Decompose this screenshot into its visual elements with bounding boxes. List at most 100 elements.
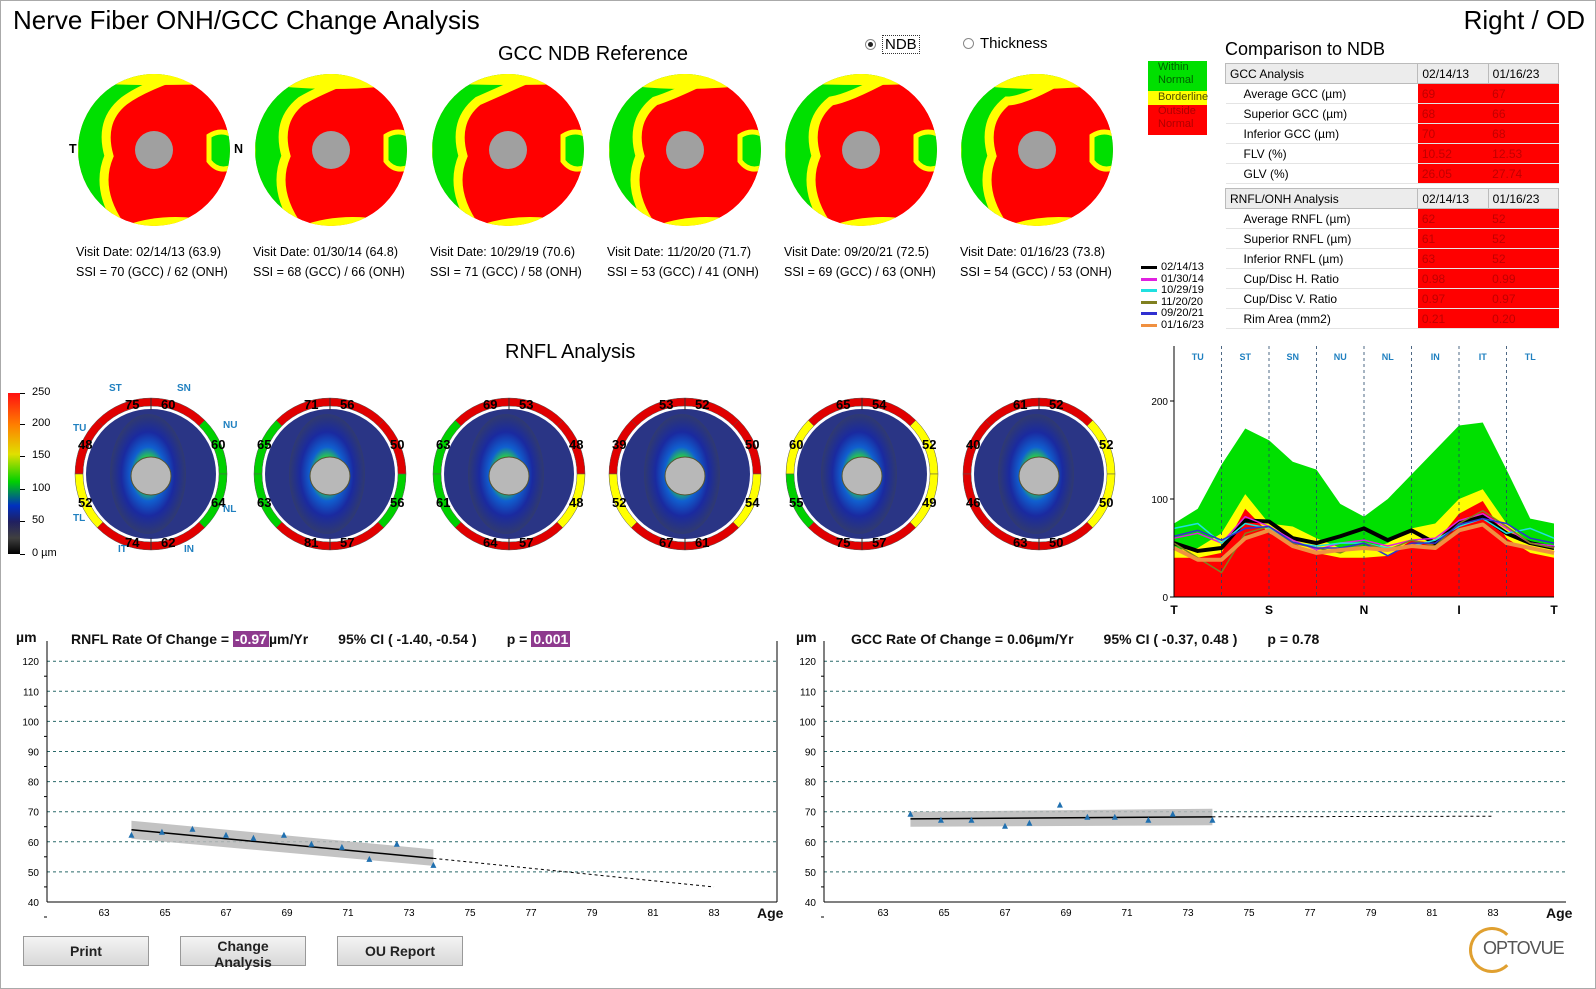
print-button[interactable]: Print [23, 936, 149, 966]
col-date: 01/16/23 [1487, 63, 1560, 84]
radio-ndb-label[interactable]: NDB [882, 35, 920, 54]
optic-disc [135, 131, 173, 169]
radio-thickness-dot[interactable] [963, 38, 974, 49]
visit-legend-swatch [1141, 277, 1157, 281]
rnfl-section-title: RNFL Analysis [505, 341, 636, 363]
radio-ndb-dot[interactable] [865, 39, 876, 50]
gcc-within-normal-area [913, 129, 937, 172]
radio-thickness-label[interactable]: Thickness [980, 35, 1048, 52]
x-label: N [1360, 603, 1369, 617]
sector-value-it: 74 [125, 535, 140, 550]
colorbar-tick [20, 521, 25, 522]
colorbar-tick-label: 0 µm [32, 547, 57, 559]
gcc-borderline-area [432, 74, 584, 85]
eye-label: Right / OD [1463, 5, 1585, 35]
optovue-logo: OPTOVUE [1483, 938, 1565, 958]
y-tick-label: 90 [28, 748, 40, 759]
row-value: 52 [1488, 248, 1559, 269]
optic-disc [842, 131, 880, 169]
data-point [223, 831, 229, 838]
x-tick-label: 67 [999, 908, 1011, 919]
row-value: 27.74 [1488, 163, 1559, 184]
gcc-within-normal-area [206, 129, 230, 172]
gcc-within-normal-area [432, 74, 550, 226]
sector-value-it: 67 [659, 535, 673, 550]
rate-value: -0.97 [233, 631, 269, 647]
x-label: T [1170, 603, 1178, 617]
tsnit-sector-label: TU [1192, 352, 1204, 362]
radio-ndb[interactable]: NDB [865, 35, 920, 54]
colorbar-tick-label: 200 [32, 417, 51, 429]
sector-value-st: 61 [1013, 397, 1027, 412]
x-tick-label: 81 [647, 908, 659, 919]
row-value: 66 [1488, 103, 1559, 124]
visit-ssi: SSI = 71 (GCC) / 58 (ONH) [430, 265, 582, 279]
sector-value-nu: 52 [1099, 437, 1113, 452]
sector-label-nl: NL [223, 504, 236, 515]
visit-legend-swatch [1141, 266, 1157, 269]
colorbar-tick [20, 424, 25, 425]
x-tick-label: 79 [586, 908, 598, 919]
page-title: Nerve Fiber ONH/GCC Change Analysis [13, 5, 480, 35]
data-point [1169, 810, 1176, 817]
sector-value-tu: 60 [789, 437, 803, 452]
row-value: 26.05 [1417, 163, 1489, 184]
rate-label: RNFL Rate Of Change = [71, 631, 230, 647]
table-row: Inferior GCC (µm) 70 68 [1225, 123, 1559, 144]
p-value: 0.001 [531, 631, 571, 647]
sector-value-sn: 54 [872, 397, 887, 412]
sector-value-in: 61 [695, 535, 709, 550]
tsnit-sector-label: NL [1382, 352, 1394, 362]
rnfl-disc: 61 52 40 52 46 50 63 50 [962, 397, 1116, 551]
visit-legend-swatch [1141, 312, 1157, 316]
tsnit-sector-label: IN [1431, 352, 1440, 362]
ou-report-button[interactable]: OU Report [337, 936, 463, 966]
y-tick-label: 50 [805, 868, 817, 879]
x-tick-label: 75 [1243, 908, 1255, 919]
x-axis-label: Age [757, 905, 784, 921]
sector-value-sn: 52 [1049, 397, 1063, 412]
data-point [430, 861, 437, 868]
row-value: 62 [1417, 208, 1489, 229]
sector-value-nu: 52 [922, 437, 936, 452]
row-value: 12.53 [1488, 143, 1559, 164]
x-tick-label: 69 [281, 908, 293, 919]
col-date: 02/14/13 [1417, 63, 1489, 84]
sector-value-tu: 48 [78, 437, 92, 452]
colorbar-tick-label: 250 [32, 386, 51, 398]
optic-disc [1018, 131, 1056, 169]
radio-thickness[interactable]: Thickness [963, 35, 1048, 52]
sector-value-it: 64 [483, 535, 498, 550]
table-row: Superior RNFL (µm) 61 52 [1225, 228, 1559, 249]
x-tick-label: 81 [1426, 908, 1438, 919]
data-point [366, 855, 373, 862]
x-label: I [1457, 603, 1460, 617]
visit-legend-date: 09/20/21 [1161, 307, 1204, 320]
table-row: Superior GCC (µm) 68 66 [1225, 103, 1559, 124]
data-point [338, 843, 345, 850]
row-value: 52 [1488, 228, 1559, 249]
x-tick-label: 71 [1121, 908, 1133, 919]
p-label: p = [506, 631, 528, 647]
y-axis-unit: µm [796, 629, 817, 645]
data-point [393, 840, 400, 847]
visit-ssi: SSI = 54 (GCC) / 53 (ONH) [960, 265, 1112, 279]
sector-nl-ring [1086, 473, 1116, 529]
sector-value-in: 57 [340, 535, 354, 550]
data-point [937, 816, 944, 823]
optic-disc [488, 456, 530, 496]
data-point [1145, 816, 1152, 823]
sector-value-sn: 56 [340, 397, 354, 412]
change-analysis-button[interactable]: Change Analysis [180, 936, 306, 970]
sector-value-nl: 56 [390, 495, 404, 510]
data-point [128, 831, 135, 838]
gcc-borderline-area [255, 74, 407, 89]
table-row: Average GCC (µm) 69 67 [1225, 83, 1559, 104]
data-point [1056, 801, 1063, 808]
gcc-within-normal-area [609, 74, 728, 226]
data-point [189, 825, 196, 832]
x-tick-label: 63 [98, 908, 110, 919]
trend-line [910, 816, 1213, 820]
sector-value-st: 71 [304, 397, 318, 412]
